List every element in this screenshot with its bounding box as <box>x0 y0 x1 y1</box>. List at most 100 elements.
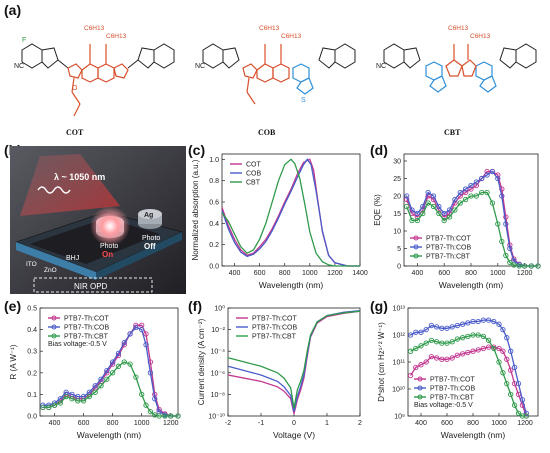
chart-g-series-0-point <box>475 347 481 353</box>
chart-d-series-2-point <box>489 200 496 206</box>
chart-g-series-2-point <box>407 348 414 354</box>
panel-label-g: (g) <box>370 298 388 314</box>
chart-g-series-2-point <box>519 413 526 419</box>
chart-g-series-2-point <box>470 332 476 338</box>
chart-e-series-2-point <box>127 361 133 367</box>
chart-e-ytick-label: 0.1 <box>27 392 37 399</box>
chart-e-legend-marker <box>51 333 57 339</box>
light-beam <box>20 154 120 216</box>
chart-c-ytick-label: 0.8 <box>209 178 219 185</box>
chart-d-series-1-line <box>406 170 538 267</box>
chart-g-series-2-point <box>485 337 492 344</box>
chart-g-series-1-point <box>491 318 497 325</box>
cot-nc-label: NC <box>14 63 24 70</box>
molecule-cob-structure: C6H13 C6H13 NC S <box>195 25 356 105</box>
chart-d-series-1-point <box>473 179 480 185</box>
chart-d-series-2-point <box>473 193 480 199</box>
chart-e-legend-marker <box>51 315 57 321</box>
chart-e-series-2-point <box>147 409 154 415</box>
chart-g-series-2-point <box>496 359 502 365</box>
chart-g-ytick-label: 10¹¹ <box>393 360 406 367</box>
chart-d-series-2-point <box>425 200 431 206</box>
wavelength-label: λ ~ 1050 nm <box>54 172 105 182</box>
chart-e-series-2-point <box>57 400 63 406</box>
chart-e-series-1-point <box>109 359 116 365</box>
chart-d-series-2-point <box>436 210 442 217</box>
chart-g-series-1-point <box>454 322 461 329</box>
chart-d-series-2-line <box>406 191 538 267</box>
chart-d-series-2-point <box>521 263 528 269</box>
chart-e-series-2-point <box>143 402 149 408</box>
chart-f-ytick-label: 10⁰ <box>214 305 225 313</box>
chart-d-series-0-point <box>503 214 509 220</box>
chart-f-xtick-label: 2 <box>358 420 362 427</box>
chart-d-xtick-label: 1000 <box>490 270 506 277</box>
chart-e-annotation: Bias voltage:-0.5 V <box>48 341 107 348</box>
chart-e-series-2-point <box>139 391 145 398</box>
chart-d-series-2-point <box>484 189 490 196</box>
chart-e-series-2-point <box>69 396 75 402</box>
chart-g-series-2-point <box>515 410 522 416</box>
chart-e-series-2-point <box>98 383 104 389</box>
chart-d-series-2-point <box>507 259 513 266</box>
chart-d-series-1-point <box>436 203 442 210</box>
chart-g-series-2-point <box>454 336 461 342</box>
chart-d-series-2-point <box>528 263 534 269</box>
chart-d-series-0-point <box>468 186 474 192</box>
chart-e-legend-label: PTB7-Th:COT <box>64 316 109 323</box>
panel-label-d: (d) <box>370 142 388 158</box>
chart-e-series-2-point <box>92 389 98 395</box>
chart-e-xtick-label: 800 <box>107 420 119 427</box>
chart-g-series-2-point <box>444 340 450 346</box>
chart-c-ytick-label: 1.0 <box>209 157 219 164</box>
chart-f-series-0-line <box>227 310 361 414</box>
chart-g-series-0-point <box>459 351 466 357</box>
chart-g-ytick-label: 10¹² <box>393 333 406 340</box>
chart-f: -2 -1 0 1 2 10⁰ 10⁻² 10⁻⁴ 10⁻⁶ 10⁻⁸ 10⁻¹⁰ Voltage (… <box>188 300 368 453</box>
chart-e-series-2-point <box>115 363 122 369</box>
chart-e-series-1-point <box>115 350 122 357</box>
chart-g-xtick-label: 400 <box>415 420 427 427</box>
chart-d: 400 600 800 1000 1200 0 5 10 15 20 25 30 Wavelength … <box>370 146 546 301</box>
chart-d-ytick-label: 20 <box>393 194 401 201</box>
chart-d-series-1-point <box>425 189 431 196</box>
chart-e-series-2-point <box>104 376 110 382</box>
chart-g-series-0-point <box>504 356 510 362</box>
chart-g-ylabel: D*shot (cm Hz¹ᐟ² W⁻¹) <box>377 322 386 402</box>
chart-f-ytick-label: 10⁻⁴ <box>211 349 226 356</box>
photo-on-glow <box>90 206 130 246</box>
chart-g-series-1-point <box>470 318 476 325</box>
chart-g-series-2-point <box>433 339 440 345</box>
chart-f-ytick-label: 10⁻² <box>211 327 225 334</box>
chart-g-series-2-point <box>491 345 497 352</box>
chart-g-series-0-point <box>423 359 429 365</box>
chart-d-ytick-label: 5 <box>397 246 401 253</box>
chart-f-svg: -2 -1 0 1 2 10⁰ 10⁻² 10⁻⁴ 10⁻⁶ 10⁻⁸ 10⁻¹⁰ Voltage (… <box>197 305 362 441</box>
chart-g-series-0-point <box>454 352 461 358</box>
chart-d-series-2-point <box>409 217 415 224</box>
chart-c-series-2-line <box>221 158 360 267</box>
photo-on-label-1: Photo <box>100 243 118 250</box>
chart-c-svg: 400 600 800 1000 1200 1400 0.0 0.2 0.4 0.6 0.8 1.0 W… <box>191 153 368 290</box>
chart-g-series-1-point <box>418 329 424 335</box>
chart-d-series-2-point <box>457 200 463 206</box>
chart-g-series-2-point <box>465 333 471 339</box>
chart-f-xtick-label: -2 <box>225 420 231 427</box>
chart-g-series-0-point <box>428 353 435 360</box>
cbt-side-chain-1: C6H13 <box>448 25 469 32</box>
chart-e-series-2-point <box>133 374 139 380</box>
chart-e-series-2-point <box>40 404 46 411</box>
chart-d-ytick-label: 30 <box>393 159 401 166</box>
chart-d-series-2-point <box>452 207 458 213</box>
chart-e: 400 600 800 1000 1200 0.0 0.1 0.2 0.3 0.4 0.5 Wavel… <box>4 300 186 453</box>
chart-c-xtick-label: 1000 <box>302 270 318 277</box>
chart-f-legend-label: PTB7-Th:COT <box>252 316 297 323</box>
chart-g-legend-label: PTB7-Th:COT <box>430 377 475 384</box>
chart-g-series-1-point <box>480 317 487 323</box>
chart-f-legend-label: PTB7-Th:CBT <box>252 334 297 341</box>
chart-d-xtick-label: 400 <box>412 270 424 277</box>
molecule-name-cbt: CBT <box>444 128 461 137</box>
chart-d-series-2-point <box>535 263 541 269</box>
chart-g-series-1-point <box>519 397 526 403</box>
chart-d-series-1-point <box>457 189 463 196</box>
